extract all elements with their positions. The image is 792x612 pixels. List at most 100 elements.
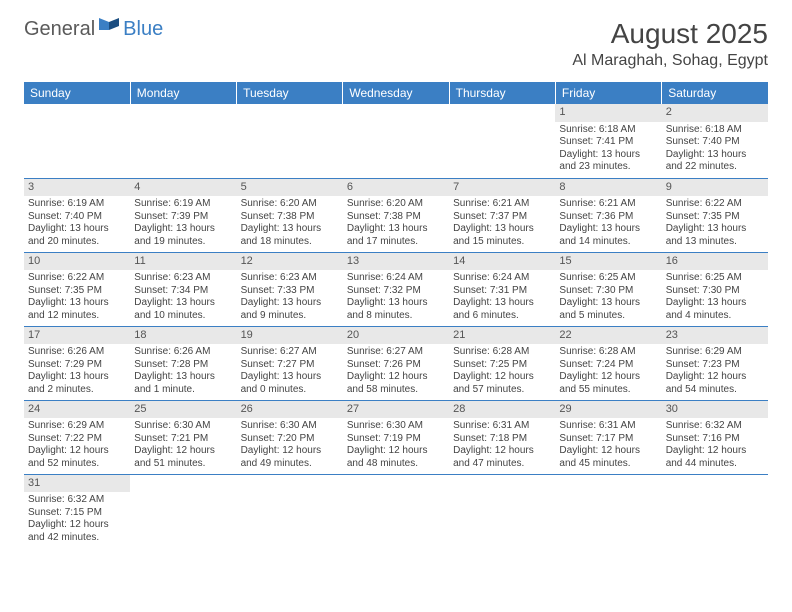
sunset-line: Sunset: 7:21 PM — [134, 433, 232, 446]
sunrise-line: Sunrise: 6:22 AM — [666, 198, 764, 211]
weekday-row: SundayMondayTuesdayWednesdayThursdayFrid… — [24, 82, 768, 104]
day-content: Sunrise: 6:21 AMSunset: 7:37 PMDaylight:… — [449, 196, 555, 250]
calendar-row: 17Sunrise: 6:26 AMSunset: 7:29 PMDayligh… — [24, 326, 768, 400]
sunset-line: Sunset: 7:31 PM — [453, 285, 551, 298]
daylight-line: Daylight: 13 hours and 17 minutes. — [347, 223, 445, 248]
sunset-line: Sunset: 7:34 PM — [134, 285, 232, 298]
sunset-line: Sunset: 7:28 PM — [134, 359, 232, 372]
sunset-line: Sunset: 7:19 PM — [347, 433, 445, 446]
daylight-line: Daylight: 12 hours and 52 minutes. — [28, 445, 126, 470]
calendar-cell: 10Sunrise: 6:22 AMSunset: 7:35 PMDayligh… — [24, 252, 130, 326]
calendar-table: SundayMondayTuesdayWednesdayThursdayFrid… — [24, 82, 768, 548]
logo-text-general: General — [24, 18, 95, 41]
calendar-cell: 25Sunrise: 6:30 AMSunset: 7:21 PMDayligh… — [130, 400, 236, 474]
sunset-line: Sunset: 7:16 PM — [666, 433, 764, 446]
calendar-cell-empty — [24, 104, 130, 178]
sunset-line: Sunset: 7:36 PM — [559, 211, 657, 224]
calendar-cell: 17Sunrise: 6:26 AMSunset: 7:29 PMDayligh… — [24, 326, 130, 400]
daylight-line: Daylight: 13 hours and 2 minutes. — [28, 371, 126, 396]
day-content: Sunrise: 6:20 AMSunset: 7:38 PMDaylight:… — [343, 196, 449, 250]
sunrise-line: Sunrise: 6:26 AM — [28, 346, 126, 359]
daylight-line: Daylight: 13 hours and 20 minutes. — [28, 223, 126, 248]
day-content: Sunrise: 6:22 AMSunset: 7:35 PMDaylight:… — [662, 196, 768, 250]
sunset-line: Sunset: 7:41 PM — [559, 136, 657, 149]
day-number: 27 — [343, 401, 449, 419]
day-content: Sunrise: 6:31 AMSunset: 7:17 PMDaylight:… — [555, 418, 661, 472]
calendar-cell-empty — [449, 474, 555, 548]
daylight-line: Daylight: 12 hours and 57 minutes. — [453, 371, 551, 396]
title-block: August 2025 Al Maraghah, Sohag, Egypt — [572, 18, 768, 70]
day-number: 25 — [130, 401, 236, 419]
sunrise-line: Sunrise: 6:32 AM — [666, 420, 764, 433]
calendar-cell: 12Sunrise: 6:23 AMSunset: 7:33 PMDayligh… — [237, 252, 343, 326]
sunset-line: Sunset: 7:29 PM — [28, 359, 126, 372]
day-number: 12 — [237, 253, 343, 271]
sunset-line: Sunset: 7:39 PM — [134, 211, 232, 224]
daylight-line: Daylight: 13 hours and 23 minutes. — [559, 149, 657, 174]
calendar-cell-empty — [237, 474, 343, 548]
day-number: 8 — [555, 179, 661, 197]
calendar-row: 31Sunrise: 6:32 AMSunset: 7:15 PMDayligh… — [24, 474, 768, 548]
calendar-cell: 3Sunrise: 6:19 AMSunset: 7:40 PMDaylight… — [24, 178, 130, 252]
day-number: 28 — [449, 401, 555, 419]
daylight-line: Daylight: 13 hours and 18 minutes. — [241, 223, 339, 248]
day-number: 30 — [662, 401, 768, 419]
weekday-header: Monday — [130, 82, 236, 104]
day-content: Sunrise: 6:24 AMSunset: 7:32 PMDaylight:… — [343, 270, 449, 324]
sunrise-line: Sunrise: 6:21 AM — [453, 198, 551, 211]
calendar-cell-empty — [343, 104, 449, 178]
sunset-line: Sunset: 7:30 PM — [666, 285, 764, 298]
daylight-line: Daylight: 13 hours and 9 minutes. — [241, 297, 339, 322]
sunrise-line: Sunrise: 6:20 AM — [241, 198, 339, 211]
day-number: 20 — [343, 327, 449, 345]
logo-flag-icon — [99, 16, 121, 37]
calendar-cell-empty — [555, 474, 661, 548]
calendar-cell: 22Sunrise: 6:28 AMSunset: 7:24 PMDayligh… — [555, 326, 661, 400]
daylight-line: Daylight: 13 hours and 0 minutes. — [241, 371, 339, 396]
calendar-cell: 16Sunrise: 6:25 AMSunset: 7:30 PMDayligh… — [662, 252, 768, 326]
sunset-line: Sunset: 7:20 PM — [241, 433, 339, 446]
sunset-line: Sunset: 7:18 PM — [453, 433, 551, 446]
calendar-cell-empty — [449, 104, 555, 178]
day-number: 11 — [130, 253, 236, 271]
day-content: Sunrise: 6:32 AMSunset: 7:15 PMDaylight:… — [24, 492, 130, 546]
calendar-cell: 4Sunrise: 6:19 AMSunset: 7:39 PMDaylight… — [130, 178, 236, 252]
day-content: Sunrise: 6:32 AMSunset: 7:16 PMDaylight:… — [662, 418, 768, 472]
day-content: Sunrise: 6:27 AMSunset: 7:27 PMDaylight:… — [237, 344, 343, 398]
sunset-line: Sunset: 7:24 PM — [559, 359, 657, 372]
sunset-line: Sunset: 7:40 PM — [666, 136, 764, 149]
sunrise-line: Sunrise: 6:29 AM — [28, 420, 126, 433]
day-number: 23 — [662, 327, 768, 345]
calendar-cell: 19Sunrise: 6:27 AMSunset: 7:27 PMDayligh… — [237, 326, 343, 400]
weekday-header: Tuesday — [237, 82, 343, 104]
day-number: 3 — [24, 179, 130, 197]
day-content: Sunrise: 6:31 AMSunset: 7:18 PMDaylight:… — [449, 418, 555, 472]
day-number: 22 — [555, 327, 661, 345]
day-content: Sunrise: 6:25 AMSunset: 7:30 PMDaylight:… — [555, 270, 661, 324]
sunrise-line: Sunrise: 6:27 AM — [241, 346, 339, 359]
day-content: Sunrise: 6:30 AMSunset: 7:19 PMDaylight:… — [343, 418, 449, 472]
sunset-line: Sunset: 7:27 PM — [241, 359, 339, 372]
daylight-line: Daylight: 13 hours and 4 minutes. — [666, 297, 764, 322]
calendar-cell: 20Sunrise: 6:27 AMSunset: 7:26 PMDayligh… — [343, 326, 449, 400]
day-content: Sunrise: 6:26 AMSunset: 7:28 PMDaylight:… — [130, 344, 236, 398]
sunrise-line: Sunrise: 6:18 AM — [666, 124, 764, 137]
sunset-line: Sunset: 7:26 PM — [347, 359, 445, 372]
day-content: Sunrise: 6:26 AMSunset: 7:29 PMDaylight:… — [24, 344, 130, 398]
sunset-line: Sunset: 7:17 PM — [559, 433, 657, 446]
sunrise-line: Sunrise: 6:24 AM — [347, 272, 445, 285]
calendar-cell: 8Sunrise: 6:21 AMSunset: 7:36 PMDaylight… — [555, 178, 661, 252]
day-number: 15 — [555, 253, 661, 271]
daylight-line: Daylight: 13 hours and 10 minutes. — [134, 297, 232, 322]
sunrise-line: Sunrise: 6:19 AM — [28, 198, 126, 211]
sunrise-line: Sunrise: 6:23 AM — [134, 272, 232, 285]
day-content: Sunrise: 6:29 AMSunset: 7:23 PMDaylight:… — [662, 344, 768, 398]
calendar-cell: 27Sunrise: 6:30 AMSunset: 7:19 PMDayligh… — [343, 400, 449, 474]
sunrise-line: Sunrise: 6:21 AM — [559, 198, 657, 211]
weekday-header: Friday — [555, 82, 661, 104]
day-number: 1 — [555, 104, 661, 122]
sunset-line: Sunset: 7:23 PM — [666, 359, 764, 372]
day-content: Sunrise: 6:23 AMSunset: 7:33 PMDaylight:… — [237, 270, 343, 324]
daylight-line: Daylight: 13 hours and 14 minutes. — [559, 223, 657, 248]
calendar-cell: 24Sunrise: 6:29 AMSunset: 7:22 PMDayligh… — [24, 400, 130, 474]
